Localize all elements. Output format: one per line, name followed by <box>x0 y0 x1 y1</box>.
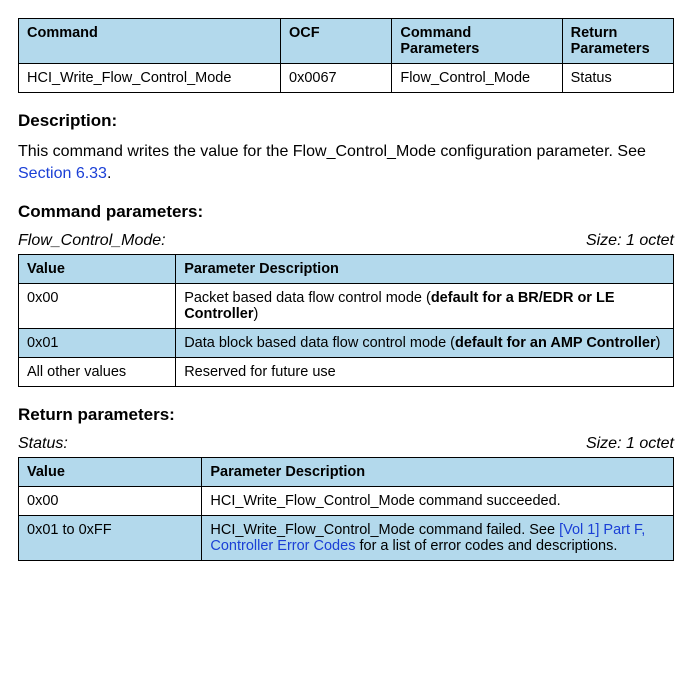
desc-bold: default for an AMP Controller <box>455 335 656 351</box>
return-param-name: Status: <box>18 435 68 453</box>
command-param-size: Size: 1 octet <box>586 232 674 250</box>
cell-value: 0x01 to 0xFF <box>19 516 202 561</box>
command-param-name: Flow_Control_Mode: <box>18 232 166 250</box>
error-codes-link[interactable]: [Vol 1] Part F, Controller Error Codes <box>210 522 645 554</box>
ret-th-value: Value <box>19 458 202 487</box>
summary-header-cmdparams: Command Parameters <box>392 19 562 64</box>
command-params-table: Value Parameter Description 0x00Packet b… <box>18 254 674 387</box>
table-row: 0x00HCI_Write_Flow_Control_Mode command … <box>19 487 674 516</box>
description-text-pre: This command writes the value for the Fl… <box>18 143 646 160</box>
ret-table-body: 0x00HCI_Write_Flow_Control_Mode command … <box>19 487 674 561</box>
cell-desc: Data block based data flow control mode … <box>176 329 674 358</box>
summary-header-retparams: Return Parameters <box>562 19 673 64</box>
cmd-th-value: Value <box>19 255 176 284</box>
cmd-th-desc: Parameter Description <box>176 255 674 284</box>
description-text-post: . <box>107 165 111 182</box>
command-param-line: Flow_Control_Mode: Size: 1 octet <box>18 232 674 250</box>
return-param-line: Status: Size: 1 octet <box>18 435 674 453</box>
description-link[interactable]: Section 6.33 <box>18 165 107 182</box>
table-row: 0x01Data block based data flow control m… <box>19 329 674 358</box>
description-heading: Description: <box>18 111 674 131</box>
summary-cell-ocf: 0x0067 <box>281 64 392 93</box>
cmd-table-header: Value Parameter Description <box>19 255 674 284</box>
summary-header-ocf: OCF <box>281 19 392 64</box>
cell-value: 0x00 <box>19 284 176 329</box>
table-row: 0x01 to 0xFFHCI_Write_Flow_Control_Mode … <box>19 516 674 561</box>
return-params-heading: Return parameters: <box>18 405 674 425</box>
description-text: This command writes the value for the Fl… <box>18 141 674 184</box>
summary-cell-cmdparams: Flow_Control_Mode <box>392 64 562 93</box>
table-row: 0x00Packet based data flow control mode … <box>19 284 674 329</box>
summary-table: Command OCF Command Parameters Return Pa… <box>18 18 674 93</box>
summary-header-command: Command <box>19 19 281 64</box>
table-row: All other valuesReserved for future use <box>19 358 674 387</box>
return-param-size: Size: 1 octet <box>586 435 674 453</box>
cmd-table-body: 0x00Packet based data flow control mode … <box>19 284 674 387</box>
ret-table-header: Value Parameter Description <box>19 458 674 487</box>
cell-desc: HCI_Write_Flow_Control_Mode command fail… <box>202 516 674 561</box>
cell-value: All other values <box>19 358 176 387</box>
summary-header-row: Command OCF Command Parameters Return Pa… <box>19 19 674 64</box>
return-params-table: Value Parameter Description 0x00HCI_Writ… <box>18 457 674 561</box>
cell-desc: Packet based data flow control mode (def… <box>176 284 674 329</box>
ret-th-desc: Parameter Description <box>202 458 674 487</box>
summary-cell-retparams: Status <box>562 64 673 93</box>
desc-bold: default for a BR/EDR or LE Controller <box>184 290 614 322</box>
summary-row: HCI_Write_Flow_Control_Mode 0x0067 Flow_… <box>19 64 674 93</box>
cell-value: 0x01 <box>19 329 176 358</box>
cell-desc: Reserved for future use <box>176 358 674 387</box>
summary-cell-command: HCI_Write_Flow_Control_Mode <box>19 64 281 93</box>
page: Command OCF Command Parameters Return Pa… <box>0 0 692 579</box>
command-params-heading: Command parameters: <box>18 202 674 222</box>
cell-desc: HCI_Write_Flow_Control_Mode command succ… <box>202 487 674 516</box>
cell-value: 0x00 <box>19 487 202 516</box>
